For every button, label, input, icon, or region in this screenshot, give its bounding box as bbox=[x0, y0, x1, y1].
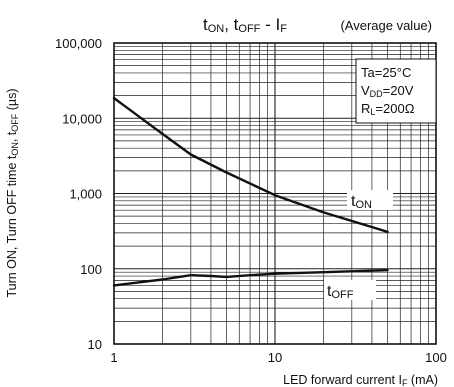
svg-text:tON: tON bbox=[351, 193, 372, 211]
series-label-ton: tON bbox=[347, 190, 393, 211]
series-line-ton bbox=[112, 96, 389, 234]
series-layer bbox=[112, 96, 389, 287]
y-tick-label: 10 bbox=[88, 337, 102, 352]
y-tick-label: 1,000 bbox=[69, 187, 102, 202]
x-tick-label: 1 bbox=[110, 350, 117, 365]
y-tick-label: 100 bbox=[80, 262, 102, 277]
condition-rl: RL=200Ω bbox=[361, 101, 415, 117]
series-label-toff: tOFF bbox=[324, 280, 376, 301]
chart-subtitle: (Average value) bbox=[340, 18, 432, 33]
x-tick-label: 100 bbox=[425, 350, 447, 365]
y-tick-label: 100,000 bbox=[55, 36, 102, 51]
condition-ta: Ta=25°C bbox=[361, 65, 411, 80]
y-axis-label: Turn ON, Turn OFF time tON, tOFF (µs) bbox=[5, 88, 20, 297]
condition-vdd: VDD=20V bbox=[361, 83, 414, 99]
x-axis-label: LED forward current IF (mA) bbox=[283, 373, 438, 387]
chart-title: tON, tOFF - IF bbox=[203, 15, 287, 35]
conditions-box: Ta=25°C VDD=20V RL=200Ω bbox=[355, 58, 437, 124]
series-line-toff bbox=[112, 268, 389, 287]
tick-labels: 10 100 1,000 10,000 100,000 1 10 100 bbox=[55, 36, 447, 365]
svg-text:tOFF: tOFF bbox=[327, 283, 354, 301]
x-tick-label: 10 bbox=[268, 350, 282, 365]
y-tick-label: 10,000 bbox=[62, 111, 102, 126]
plot-frame bbox=[113, 42, 437, 345]
